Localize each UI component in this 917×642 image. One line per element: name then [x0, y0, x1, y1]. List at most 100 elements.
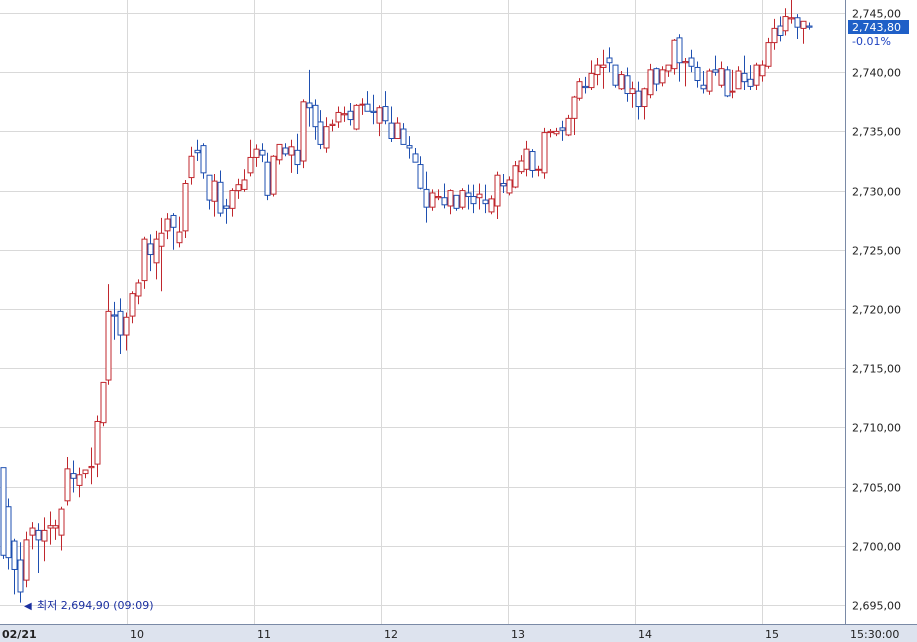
candle-body	[64, 468, 71, 502]
candle-body	[682, 61, 689, 64]
candle	[735, 66, 742, 90]
candle	[447, 189, 454, 215]
candle	[765, 37, 772, 69]
candle-body	[588, 72, 595, 89]
candle-body	[724, 69, 731, 97]
candle-body	[771, 27, 778, 44]
candle-body	[594, 64, 601, 76]
candle	[729, 69, 736, 99]
candle	[453, 194, 460, 211]
candle	[41, 517, 48, 562]
candle-body	[176, 231, 183, 244]
candle-body	[718, 68, 725, 86]
candle	[329, 119, 336, 132]
candle	[441, 183, 448, 209]
candle-body	[276, 143, 283, 161]
candle	[235, 178, 242, 199]
candle-body	[559, 127, 566, 131]
candle	[182, 179, 189, 238]
candle	[741, 55, 748, 90]
candle	[476, 183, 483, 210]
candle	[388, 106, 395, 143]
candle	[582, 76, 589, 94]
candle	[70, 460, 77, 493]
candle	[394, 117, 401, 140]
candle-body	[765, 42, 772, 67]
candle	[612, 64, 619, 88]
candle	[317, 110, 324, 150]
candle-body	[323, 126, 330, 149]
candle-body	[200, 145, 207, 174]
candle	[482, 184, 489, 214]
candle-body	[547, 130, 554, 134]
candle	[29, 522, 36, 550]
candle-body	[282, 147, 289, 155]
candle-body	[518, 160, 525, 173]
y-axis-panel[interactable]	[845, 0, 917, 642]
candle-body	[364, 103, 371, 112]
candle-body	[629, 88, 636, 95]
candle	[376, 105, 383, 137]
candle	[158, 217, 165, 292]
candle	[312, 99, 319, 140]
candle	[94, 415, 101, 478]
candle-body	[47, 525, 54, 529]
candle	[370, 94, 377, 125]
candle	[364, 91, 371, 112]
y-tick-label: 2,705,00	[852, 482, 901, 495]
plot-background	[0, 0, 845, 624]
candle	[64, 457, 71, 506]
candle	[0, 467, 7, 559]
candle-body	[41, 529, 48, 542]
candle	[688, 49, 695, 73]
candle-body	[729, 90, 736, 93]
candle-body	[565, 117, 572, 136]
candle	[194, 139, 201, 161]
candle-body	[306, 102, 313, 109]
candle-body	[523, 148, 530, 170]
candle	[23, 531, 30, 588]
x-axis-panel[interactable]	[0, 624, 917, 642]
candle	[52, 519, 59, 540]
candle-body	[741, 72, 748, 83]
candle-body	[217, 181, 224, 214]
candle	[323, 117, 330, 153]
candle	[176, 216, 183, 248]
candle-body	[624, 75, 631, 95]
candle	[82, 469, 89, 479]
time-label: 15:30:00	[850, 628, 899, 641]
candle	[5, 498, 12, 570]
candle-body	[241, 179, 248, 190]
candle-body	[406, 145, 413, 149]
candle-body	[129, 293, 136, 317]
candle	[276, 143, 283, 165]
candle-body	[105, 310, 112, 381]
x-tick-label: 12	[384, 628, 398, 641]
candle-body	[806, 25, 813, 28]
candle	[653, 67, 660, 92]
candle	[129, 291, 136, 324]
candle	[164, 213, 171, 240]
candle-body	[341, 113, 348, 116]
candle	[465, 184, 472, 210]
candle-body	[453, 194, 460, 209]
candle	[565, 114, 572, 137]
candle-body	[388, 122, 395, 140]
candle-body	[412, 153, 419, 163]
candle-body	[247, 156, 254, 174]
grid-lines	[0, 0, 845, 624]
candle-body	[494, 174, 501, 207]
candle-body	[600, 64, 607, 68]
candle	[500, 174, 507, 193]
x-tick-label: 15	[765, 628, 779, 641]
candle	[300, 99, 307, 169]
y-axis-ticks: 2,695,00 2,700,00 2,705,00 2,710,00 2,715,00…	[852, 8, 901, 613]
candle-body	[82, 469, 89, 475]
candle-body	[571, 96, 578, 119]
x-tick-label: 13	[511, 628, 525, 641]
candle	[200, 143, 207, 179]
candle-body	[317, 121, 324, 145]
candle	[406, 136, 413, 159]
candle	[294, 133, 301, 175]
